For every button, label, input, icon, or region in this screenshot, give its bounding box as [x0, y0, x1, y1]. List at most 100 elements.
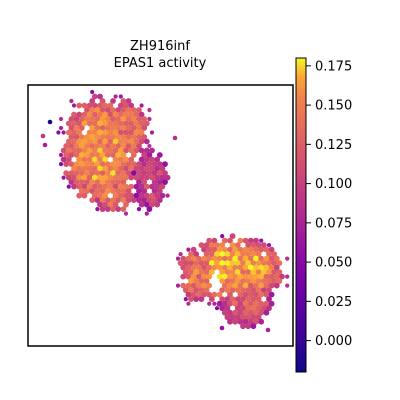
spot	[99, 116, 106, 122]
spot	[99, 98, 106, 104]
spot	[156, 161, 163, 168]
spot	[115, 206, 122, 213]
spot	[229, 260, 236, 266]
spot	[110, 143, 116, 149]
spot	[250, 305, 257, 312]
spot	[81, 192, 88, 199]
spot	[133, 165, 140, 172]
spot	[263, 309, 270, 316]
spot	[102, 120, 109, 127]
spot	[125, 143, 132, 149]
spot	[232, 282, 239, 289]
spot	[245, 269, 252, 275]
spot	[97, 120, 103, 127]
spot	[136, 179, 142, 186]
spot	[73, 116, 80, 122]
spot	[229, 278, 236, 284]
spot	[206, 291, 213, 298]
spot	[273, 282, 280, 289]
spot	[104, 116, 111, 122]
spot	[260, 242, 267, 249]
spot	[144, 211, 149, 216]
spot	[42, 142, 48, 148]
spot	[107, 120, 114, 127]
spot	[71, 111, 77, 118]
spot	[154, 156, 161, 163]
spot	[143, 183, 150, 190]
spot	[237, 246, 244, 253]
spot	[125, 107, 132, 113]
spot	[97, 138, 103, 145]
spot	[110, 179, 116, 186]
spot	[104, 161, 111, 168]
spot	[268, 291, 275, 298]
colorbar-tick-label: 0.150	[315, 99, 352, 114]
spot	[128, 165, 135, 172]
spot	[232, 318, 239, 325]
spot	[86, 138, 93, 145]
spot	[112, 147, 119, 154]
spot	[143, 156, 150, 163]
spot	[149, 130, 155, 135]
spot	[97, 165, 103, 172]
spot	[99, 197, 106, 204]
spot	[195, 255, 202, 262]
spot	[180, 273, 187, 280]
spot	[99, 206, 106, 213]
spot	[115, 107, 122, 113]
spot	[186, 301, 191, 306]
spot	[58, 162, 64, 167]
spot	[125, 161, 132, 168]
spot	[102, 156, 109, 163]
spot	[216, 273, 223, 280]
spot	[107, 174, 114, 181]
spot	[242, 237, 249, 244]
spot	[263, 300, 270, 307]
spot	[260, 278, 267, 284]
spot	[120, 152, 127, 158]
spot	[68, 152, 75, 158]
spot	[76, 111, 83, 118]
spot	[229, 269, 236, 275]
spot	[68, 143, 75, 149]
spot	[237, 309, 244, 316]
spot	[232, 273, 239, 280]
spot	[68, 179, 75, 186]
spot	[89, 161, 96, 168]
spot	[130, 125, 137, 131]
spot	[91, 111, 98, 118]
spot	[255, 305, 262, 312]
spot	[102, 174, 109, 181]
spot	[138, 147, 145, 154]
spot	[125, 170, 132, 177]
spot	[227, 255, 233, 262]
spot	[232, 255, 239, 262]
spot	[240, 260, 246, 266]
spot	[84, 152, 90, 158]
spot	[203, 251, 210, 257]
spot	[104, 206, 111, 213]
spot	[154, 201, 161, 208]
spot	[65, 120, 72, 127]
spot	[253, 273, 259, 280]
spot	[104, 197, 111, 204]
spot	[110, 125, 116, 131]
spot	[237, 318, 244, 325]
spot	[76, 129, 83, 136]
spot	[147, 116, 152, 122]
spot	[234, 314, 241, 321]
spot	[182, 287, 189, 293]
spot	[69, 98, 74, 104]
spot	[232, 264, 239, 271]
spot	[128, 102, 135, 109]
spot	[177, 260, 184, 266]
spot	[78, 125, 85, 131]
spot	[255, 269, 262, 275]
spot	[185, 291, 192, 298]
spot	[133, 120, 140, 127]
spot	[190, 246, 197, 253]
spot	[203, 260, 210, 266]
spot	[186, 247, 191, 252]
spot	[112, 192, 119, 199]
